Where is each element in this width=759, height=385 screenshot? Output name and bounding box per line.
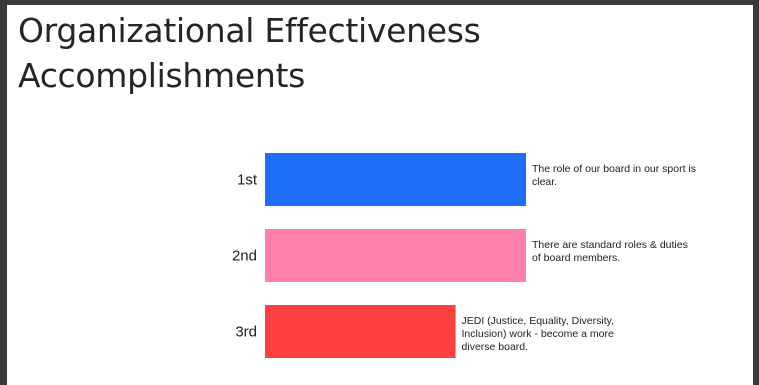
slide-title: Organizational Effectiveness Accomplishm… [18,8,481,98]
description-3rd-line-2: Inclusion) work - become a more [462,328,614,340]
rank-label-2nd: 2nd [232,248,257,265]
description-3rd-line-1: JEDI (Justice, Equality, Diversity, [462,315,614,327]
bar-2nd [265,229,526,282]
title-line-2: Accomplishments [18,56,306,95]
description-3rd-line-3: diverse board. [462,341,529,353]
bar-1st [265,153,526,206]
rank-label-3rd: 3rd [235,324,257,341]
description-1st-line-1: The role of our board in our sport is [532,163,696,175]
rank-label-1st: 1st [237,172,258,189]
description-2nd-line-2: of board members. [532,252,620,264]
description-2nd-line-1: There are standard roles & duties [532,239,688,251]
title-line-1: Organizational Effectiveness [18,11,481,50]
bar-3rd [265,305,456,358]
description-1st-line-2: clear. [532,176,557,188]
